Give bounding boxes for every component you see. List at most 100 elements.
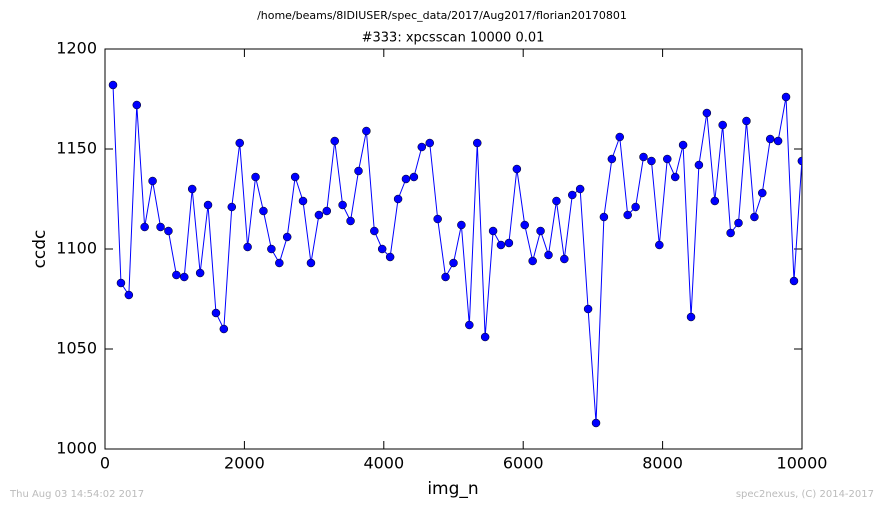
data-point	[647, 156, 656, 166]
y-tick-label: 1150	[56, 139, 97, 158]
data-point	[678, 140, 688, 150]
data-point	[536, 226, 545, 236]
data-point	[370, 226, 379, 236]
data-point	[354, 166, 363, 176]
data-point	[544, 250, 553, 260]
data-point	[789, 276, 799, 286]
data-point	[473, 138, 482, 148]
y-tick-label: 1100	[56, 239, 97, 258]
data-point	[465, 320, 474, 330]
data-point	[108, 80, 118, 90]
data-point	[583, 304, 593, 314]
data-point	[275, 258, 284, 268]
data-point	[710, 196, 720, 206]
x-tick-label: 2000	[224, 454, 265, 473]
data-point	[781, 92, 791, 102]
data-point	[449, 258, 458, 268]
data-point	[575, 184, 585, 194]
data-point	[702, 108, 712, 118]
footer-right: spec2nexus, (C) 2014-2017	[736, 489, 874, 500]
data-point	[773, 136, 783, 146]
data-point	[338, 200, 347, 210]
data-point	[164, 226, 173, 236]
data-point	[663, 154, 672, 164]
data-point	[235, 138, 244, 148]
data-point	[655, 240, 664, 250]
data-point	[417, 142, 427, 152]
data-point	[607, 154, 617, 164]
data-point	[330, 136, 339, 146]
data-point	[401, 174, 411, 184]
data-point	[259, 206, 268, 216]
data-point	[116, 278, 126, 288]
data-point	[322, 206, 332, 216]
plot-frame	[104, 48, 803, 450]
x-tick-label: 8000	[642, 454, 683, 473]
data-point	[734, 218, 743, 228]
data-point	[393, 194, 403, 204]
data-point	[480, 332, 490, 342]
data-point	[195, 268, 205, 278]
x-tick-label: 0	[100, 454, 110, 473]
data-point	[631, 202, 640, 212]
x-tick-label: 6000	[503, 454, 544, 473]
data-point	[362, 126, 371, 136]
data-point	[726, 228, 735, 238]
data-point	[298, 196, 308, 206]
data-point	[552, 196, 561, 206]
data-point	[599, 212, 609, 222]
data-point	[203, 200, 213, 210]
data-point	[227, 202, 237, 212]
data-point	[765, 134, 775, 144]
y-tick-label: 1050	[56, 339, 97, 358]
data-point	[504, 238, 514, 248]
data-point	[172, 270, 181, 280]
data-point	[742, 116, 751, 126]
data-point	[211, 308, 221, 318]
data-point	[219, 324, 229, 334]
data-point	[520, 220, 529, 230]
y-axis-label: ccdc	[30, 230, 50, 269]
data-point	[282, 232, 292, 242]
data-point	[496, 240, 506, 250]
x-tick-label: 10000	[777, 454, 828, 473]
data-point	[306, 258, 316, 268]
x-tick-label: 4000	[363, 454, 404, 473]
data-point	[797, 156, 802, 166]
data-point	[758, 188, 767, 198]
data-point	[686, 312, 696, 322]
data-point	[148, 176, 157, 186]
data-point	[132, 100, 142, 110]
data-point	[694, 160, 704, 170]
data-point	[560, 254, 569, 264]
y-tick-label: 1200	[56, 39, 97, 58]
data-point	[670, 172, 680, 182]
data-point	[457, 220, 466, 230]
data-point	[409, 172, 419, 182]
data-point	[124, 290, 134, 300]
data-point	[425, 138, 434, 148]
data-point	[615, 132, 624, 142]
y-tick-label: 1000	[56, 439, 97, 458]
data-point	[639, 152, 648, 162]
data-point	[243, 242, 252, 252]
data-point	[251, 172, 260, 182]
data-point	[290, 172, 300, 182]
data-point	[441, 272, 450, 282]
data-point	[488, 226, 498, 236]
data-point	[528, 256, 537, 266]
data-point	[314, 210, 324, 220]
data-point	[433, 214, 442, 224]
data-point	[568, 190, 577, 200]
chart-title: #333: xpcsscan 10000 0.01	[362, 31, 545, 46]
data-point	[179, 272, 189, 282]
data-point	[718, 120, 727, 130]
data-point	[267, 244, 276, 254]
data-point	[346, 216, 355, 226]
data-point	[156, 222, 165, 232]
data-point	[385, 252, 395, 262]
data-point	[187, 184, 197, 194]
data-point	[512, 164, 522, 174]
footer-left: Thu Aug 03 14:54:02 2017	[9, 489, 144, 500]
